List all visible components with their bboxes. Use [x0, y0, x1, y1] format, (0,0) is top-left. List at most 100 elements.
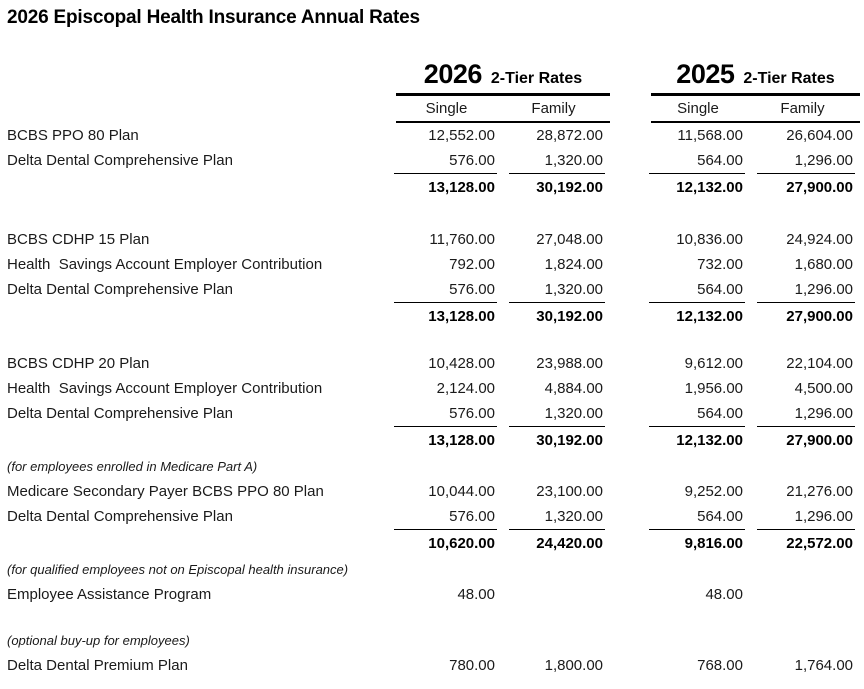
- rate-value: 1,320.00: [509, 148, 605, 174]
- rate-value: 48.00: [457, 586, 495, 603]
- column-2025-family: Family: [780, 100, 825, 117]
- year-2026-header: 2026 2-Tier Rates: [396, 59, 610, 96]
- column-2026-single: Single: [425, 100, 468, 117]
- total-value: 27,900.00: [786, 431, 853, 449]
- total-value: 13,128.00: [428, 307, 495, 325]
- total-value: 10,620.00: [428, 534, 495, 552]
- plan-label: Delta Dental Comprehensive Plan: [7, 508, 233, 525]
- section-note: (for employees enrolled in Medicare Part…: [7, 459, 258, 474]
- rate-value: 576.00: [394, 401, 497, 427]
- rate-value: 10,044.00: [428, 483, 495, 500]
- columns-2026: Single Family: [396, 96, 610, 123]
- plan-row: BCBS PPO 80 Plan 12,552.00 28,872.00 11,568…: [7, 123, 864, 148]
- rate-value: 564.00: [649, 148, 745, 174]
- column-2026-family: Family: [531, 100, 576, 117]
- rate-section: (for qualified employees not on Episcopa…: [7, 557, 864, 607]
- rate-value: 1,296.00: [757, 401, 855, 427]
- rate-value: 1,320.00: [509, 277, 605, 303]
- plan-label: Delta Dental Comprehensive Plan: [7, 405, 233, 422]
- section-note: (optional buy-up for employees): [7, 633, 190, 648]
- plan-label: Delta Dental Premium Plan: [7, 657, 188, 674]
- rate-sections: BCBS PPO 80 Plan 12,552.00 28,872.00 11,568…: [7, 123, 864, 678]
- rate-value: 564.00: [649, 504, 745, 530]
- plan-label: Employee Assistance Program: [7, 586, 212, 603]
- rate-value: 4,500.00: [794, 380, 853, 397]
- total-value: 9,816.00: [684, 534, 743, 552]
- rate-value: 21,276.00: [786, 483, 853, 500]
- rate-value: 576.00: [394, 148, 497, 174]
- rate-value: 1,296.00: [757, 148, 855, 174]
- rate-value: 9,612.00: [684, 355, 743, 372]
- rate-value: 1,824.00: [544, 256, 603, 273]
- plan-label: BCBS CDHP 20 Plan: [7, 355, 150, 372]
- plan-row: Delta Dental Comprehensive Plan 576.00 1,3…: [7, 504, 864, 530]
- rate-value: 780.00: [449, 657, 495, 674]
- total-value: 27,900.00: [786, 178, 853, 196]
- total-row: 13,128.00 30,192.00 12,132.00 27,900.00: [7, 426, 864, 454]
- rate-value: 9,252.00: [684, 483, 743, 500]
- plan-row: BCBS CDHP 15 Plan 11,760.00 27,048.00 10,83…: [7, 227, 864, 252]
- rate-section: BCBS CDHP 15 Plan 11,760.00 27,048.00 10,83…: [7, 227, 864, 330]
- total-value: 30,192.00: [536, 307, 603, 325]
- note-row: (for qualified employees not on Episcopa…: [7, 557, 864, 582]
- year-group-header: 2026 2-Tier Rates 2025 2-Tier Rates: [7, 56, 864, 96]
- page-title: 2026 Episcopal Health Insurance Annual R…: [7, 7, 420, 28]
- rate-value: 26,604.00: [786, 127, 853, 144]
- total-value: 22,572.00: [786, 534, 853, 552]
- total-value: 12,132.00: [676, 178, 743, 196]
- rate-section: BCBS CDHP 20 Plan 10,428.00 23,988.00 9,612…: [7, 351, 864, 454]
- total-row: 13,128.00 30,192.00 12,132.00 27,900.00: [7, 302, 864, 330]
- column-2025-single: Single: [677, 100, 719, 117]
- total-row: 13,128.00 30,192.00 12,132.00 27,900.00: [7, 173, 864, 201]
- plan-row: Health Savings Account Employer Contribu…: [7, 376, 864, 401]
- plan-row: Delta Dental Premium Plan 780.00 1,800.00 7…: [7, 653, 864, 678]
- plan-row: BCBS CDHP 20 Plan 10,428.00 23,988.00 9,612…: [7, 351, 864, 376]
- total-value: 12,132.00: [676, 307, 743, 325]
- total-value: 13,128.00: [428, 431, 495, 449]
- total-value: 30,192.00: [536, 431, 603, 449]
- rate-value: 27,048.00: [536, 231, 603, 248]
- rate-value: 564.00: [649, 277, 745, 303]
- rate-value: 732.00: [697, 256, 743, 273]
- rate-value: 4,884.00: [544, 380, 603, 397]
- rate-value: 1,800.00: [544, 657, 603, 674]
- rate-value: 1,320.00: [509, 504, 605, 530]
- total-value: 13,128.00: [428, 178, 495, 196]
- plan-row: Delta Dental Comprehensive Plan 576.00 1,3…: [7, 401, 864, 427]
- rate-value: 10,428.00: [428, 355, 495, 372]
- note-row: (for employees enrolled in Medicare Part…: [7, 454, 864, 479]
- rate-section: (for employees enrolled in Medicare Part…: [7, 454, 864, 557]
- year-2026-label: 2026: [423, 59, 483, 89]
- rate-value: 768.00: [697, 657, 743, 674]
- plan-label: Delta Dental Comprehensive Plan: [7, 281, 233, 298]
- rate-value: 1,296.00: [757, 277, 855, 303]
- column-header-row: Single Family Single Family: [7, 96, 864, 123]
- tier-rates-2026-label: 2-Tier Rates: [490, 70, 583, 87]
- plan-row: Employee Assistance Program 48.00 48.00: [7, 582, 864, 607]
- plan-row: Health Savings Account Employer Contribu…: [7, 252, 864, 277]
- plan-row: Medicare Secondary Payer BCBS PPO 80 Pla…: [7, 479, 864, 504]
- rate-value: 1,764.00: [794, 657, 853, 674]
- rate-value: 564.00: [649, 401, 745, 427]
- year-2025-label: 2025: [676, 59, 735, 89]
- plan-label: BCBS PPO 80 Plan: [7, 127, 139, 144]
- rate-value: 2,124.00: [436, 380, 495, 397]
- plan-label: Delta Dental Comprehensive Plan: [7, 152, 233, 169]
- plan-label: Medicare Secondary Payer BCBS PPO 80 Pla…: [7, 483, 324, 500]
- plan-label: Health Savings Account Employer Contribu…: [7, 380, 323, 397]
- subheader-label-spacer: [7, 96, 382, 123]
- total-value: 30,192.00: [536, 178, 603, 196]
- rate-section: (optional buy-up for employees) Delta Den…: [7, 628, 864, 678]
- rate-value: 48.00: [705, 586, 743, 603]
- plan-label: BCBS CDHP 15 Plan: [7, 231, 150, 248]
- rate-value: 24,924.00: [786, 231, 853, 248]
- rate-value: 576.00: [394, 277, 497, 303]
- rate-value: 28,872.00: [536, 127, 603, 144]
- total-row: 10,620.00 24,420.00 9,816.00 22,572.00: [7, 529, 864, 557]
- plan-row: Delta Dental Comprehensive Plan 576.00 1,3…: [7, 148, 864, 174]
- rate-value: 11,760.00: [429, 231, 495, 248]
- rate-value: 23,100.00: [536, 483, 603, 500]
- rate-value: 23,988.00: [536, 355, 603, 372]
- columns-2025: Single Family: [651, 96, 860, 123]
